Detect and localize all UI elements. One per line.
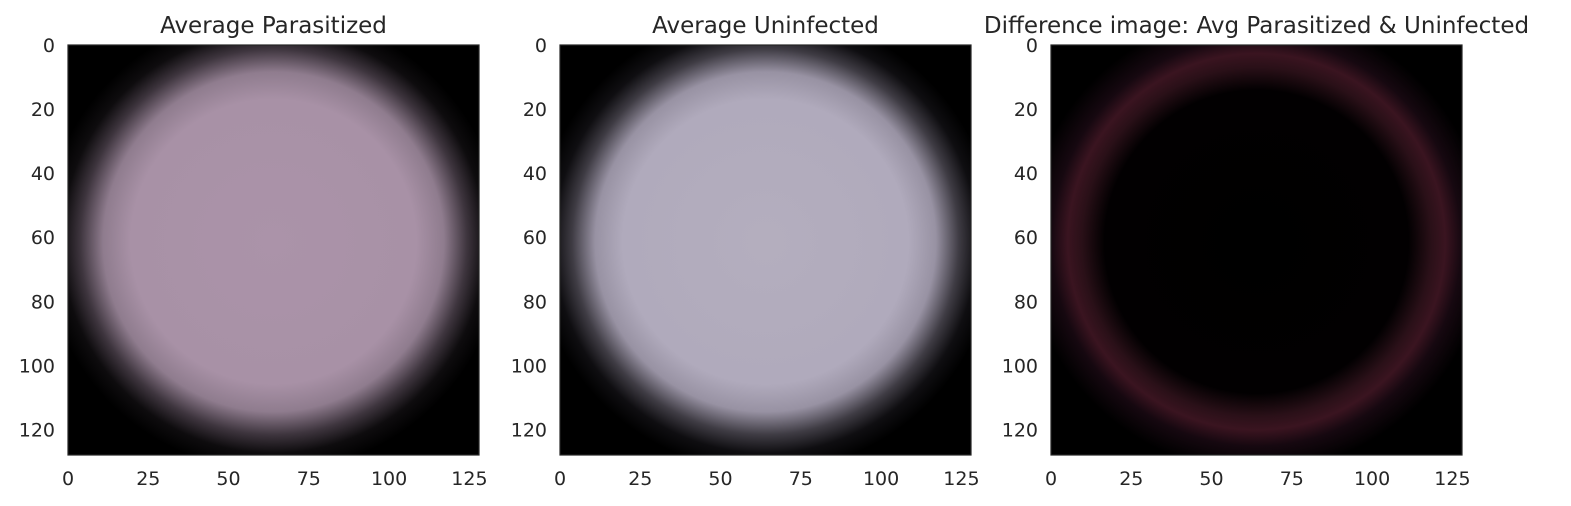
x-tick-label: 25 [628,468,652,490]
y-tick-label: 20 [31,99,55,121]
y-tick-label: 80 [523,291,547,313]
y-tick-label: 100 [511,355,547,377]
y-tick-label: 60 [1014,227,1038,249]
x-tick-label: 100 [371,468,407,490]
y-tick-label: 40 [31,163,55,185]
x-tick-label: 100 [1354,468,1390,490]
panel-difference-image: Difference image: Avg Parasitized & Unin… [984,13,1529,490]
x-tick-label: 100 [863,468,899,490]
mean-image-uninfected [560,45,971,455]
x-ticks: 0 25 50 75 100 125 [1045,468,1471,490]
y-ticks: 0 20 40 60 80 100 120 [19,35,55,441]
axes-frame [1050,44,1463,456]
panel-title: Average Parasitized [160,13,387,39]
y-tick-label: 100 [1002,355,1038,377]
y-tick-label: 0 [1026,35,1038,57]
y-ticks: 0 20 40 60 80 100 120 [511,35,547,441]
y-tick-label: 0 [535,35,547,57]
x-tick-label: 50 [708,468,732,490]
x-tick-label: 75 [1280,468,1304,490]
y-tick-label: 120 [1002,419,1038,441]
y-tick-label: 80 [31,291,55,313]
x-tick-label: 125 [943,468,979,490]
x-tick-label: 0 [62,468,74,490]
x-tick-label: 50 [216,468,240,490]
y-tick-label: 40 [523,163,547,185]
x-tick-label: 125 [1434,468,1470,490]
panel-average-uninfected: Average Uninfected 0 25 50 75 100 125 0 20 40 60… [511,13,980,490]
x-tick-label: 75 [789,468,813,490]
panel-average-parasitized: Average Parasitized 0 25 50 75 100 125 0 20 40 6… [19,13,488,490]
y-tick-label: 60 [31,227,55,249]
panel-title: Average Uninfected [652,13,879,39]
y-tick-label: 20 [523,99,547,121]
y-tick-label: 120 [511,419,547,441]
x-ticks: 0 25 50 75 100 125 [62,468,488,490]
x-tick-label: 25 [1119,468,1143,490]
y-tick-label: 40 [1014,163,1038,185]
x-tick-label: 75 [297,468,321,490]
axes-frame [559,44,972,456]
difference-image [1051,45,1462,455]
x-tick-label: 0 [554,468,566,490]
y-tick-label: 80 [1014,291,1038,313]
x-tick-label: 125 [451,468,487,490]
panel-title: Difference image: Avg Parasitized & Unin… [984,13,1529,39]
y-ticks: 0 20 40 60 80 100 120 [1002,35,1038,441]
x-tick-label: 50 [1199,468,1223,490]
y-tick-label: 20 [1014,99,1038,121]
y-tick-label: 60 [523,227,547,249]
y-tick-label: 0 [43,35,55,57]
y-tick-label: 120 [19,419,55,441]
axes-frame [67,44,480,456]
x-tick-label: 25 [136,468,160,490]
y-tick-label: 100 [19,355,55,377]
x-ticks: 0 25 50 75 100 125 [554,468,980,490]
x-tick-label: 0 [1045,468,1057,490]
mean-image-parasitized [68,45,479,455]
